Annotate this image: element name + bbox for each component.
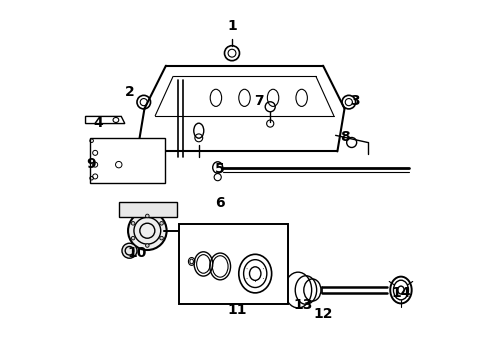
Ellipse shape — [128, 211, 166, 250]
Text: 1: 1 — [226, 19, 236, 33]
Text: 2: 2 — [125, 85, 135, 99]
Text: 11: 11 — [227, 303, 246, 318]
Ellipse shape — [267, 89, 278, 107]
Ellipse shape — [145, 244, 149, 247]
Ellipse shape — [295, 89, 307, 107]
Bar — [90, 138, 165, 183]
Polygon shape — [85, 116, 124, 123]
Text: 4: 4 — [93, 116, 102, 130]
Ellipse shape — [122, 243, 137, 258]
Text: 9: 9 — [86, 157, 96, 171]
Bar — [119, 202, 176, 217]
Text: 8: 8 — [339, 130, 349, 144]
Text: 13: 13 — [293, 298, 312, 312]
Text: 7: 7 — [253, 94, 263, 108]
Text: 3: 3 — [350, 94, 359, 108]
Ellipse shape — [145, 214, 149, 218]
Bar — [179, 224, 288, 304]
Ellipse shape — [131, 221, 135, 225]
Ellipse shape — [160, 221, 163, 225]
Ellipse shape — [238, 89, 250, 107]
Text: 14: 14 — [391, 285, 410, 300]
Text: 12: 12 — [313, 307, 332, 321]
Text: 10: 10 — [127, 246, 147, 260]
Ellipse shape — [160, 236, 163, 240]
Text: 6: 6 — [214, 196, 224, 210]
Ellipse shape — [210, 89, 221, 107]
Text: 5: 5 — [214, 162, 224, 176]
Ellipse shape — [131, 236, 135, 240]
